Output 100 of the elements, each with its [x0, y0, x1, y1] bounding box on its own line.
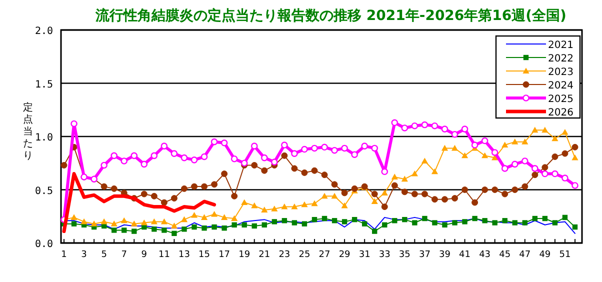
- point: [532, 216, 538, 222]
- point: [501, 165, 508, 172]
- point: [162, 228, 167, 233]
- point: [150, 152, 158, 160]
- point: [90, 220, 98, 226]
- point: [341, 190, 348, 196]
- point: [292, 220, 298, 226]
- point: [401, 188, 408, 196]
- point: [190, 156, 198, 164]
- point: [502, 190, 508, 198]
- point: [462, 219, 468, 224]
- point: [192, 224, 197, 230]
- point: [322, 216, 328, 222]
- point: [281, 203, 288, 210]
- point: [282, 218, 288, 224]
- point: [291, 203, 298, 210]
- point: [311, 200, 318, 206]
- point: [180, 185, 188, 192]
- point: [110, 152, 118, 160]
- point: [150, 192, 158, 200]
- point: [251, 162, 258, 169]
- point: [562, 174, 568, 182]
- point: [120, 158, 128, 164]
- point: [220, 139, 228, 146]
- point: [321, 172, 328, 178]
- point: [130, 152, 138, 160]
- x-tick-label: 7: [121, 250, 127, 260]
- point: [552, 153, 558, 160]
- point: [221, 170, 228, 178]
- point: [80, 218, 88, 224]
- x-tick-label: 21: [258, 250, 270, 260]
- point: [342, 219, 348, 224]
- x-tick-label: 1: [61, 250, 67, 260]
- point: [120, 217, 128, 224]
- point: [200, 153, 208, 160]
- legend-label: 2022: [548, 54, 574, 64]
- point: [412, 220, 418, 226]
- chart-title: 流行性角結膜炎の定点当たり報告数の推移 2021年-2026年第16週(全国): [94, 7, 566, 24]
- x-tick-label: 49: [539, 250, 551, 260]
- point: [341, 202, 348, 208]
- point: [100, 162, 108, 169]
- point: [112, 228, 117, 233]
- point: [542, 170, 548, 178]
- point: [100, 218, 108, 224]
- point: [392, 218, 398, 224]
- x-tick-label: 9: [141, 250, 148, 260]
- point: [471, 142, 478, 148]
- point: [461, 152, 468, 158]
- point: [371, 190, 378, 198]
- point: [341, 144, 348, 152]
- x-tick-label: 47: [519, 250, 531, 260]
- point: [552, 220, 558, 226]
- y-tick-label: 0.0: [34, 239, 53, 250]
- point: [332, 218, 338, 224]
- point: [242, 222, 247, 228]
- point: [522, 183, 528, 190]
- x-tick-label: 37: [418, 250, 430, 260]
- point: [331, 192, 338, 199]
- x-tick-label: 41: [459, 250, 470, 260]
- legend-label: 2026: [548, 108, 574, 118]
- point: [150, 218, 158, 224]
- point: [452, 195, 458, 202]
- y-tick-label: 2.0: [34, 26, 53, 37]
- x-tick-label: 25: [298, 250, 310, 260]
- point: [491, 149, 498, 156]
- point: [211, 181, 218, 188]
- point: [331, 181, 338, 188]
- point: [472, 216, 478, 222]
- point: [451, 130, 458, 138]
- x-tick-label: 23: [278, 250, 290, 260]
- point: [572, 154, 578, 160]
- point: [511, 160, 518, 168]
- point: [231, 192, 238, 200]
- point: [401, 176, 408, 182]
- point: [160, 142, 168, 150]
- point: [231, 215, 238, 222]
- point: [132, 228, 137, 234]
- point: [351, 185, 358, 192]
- point: [302, 221, 308, 226]
- point: [281, 142, 288, 148]
- point: [441, 126, 448, 132]
- y-tick-label: 0.5: [34, 186, 53, 197]
- x-tick-label: 5: [101, 250, 107, 260]
- point: [502, 142, 508, 148]
- point: [521, 158, 528, 164]
- point: [532, 172, 538, 178]
- point: [532, 126, 538, 133]
- point: [391, 174, 398, 180]
- y-tick-label: 1.5: [34, 79, 53, 90]
- point: [140, 219, 148, 226]
- x-tick-label: 17: [218, 250, 230, 260]
- point: [232, 222, 237, 228]
- x-tick-label: 31: [358, 250, 370, 260]
- x-tick-label: 27: [318, 250, 330, 260]
- point: [512, 220, 518, 226]
- point: [170, 195, 178, 202]
- point: [381, 204, 388, 210]
- x-tick-label: 3: [81, 250, 87, 260]
- point: [542, 126, 548, 133]
- point: [100, 183, 108, 190]
